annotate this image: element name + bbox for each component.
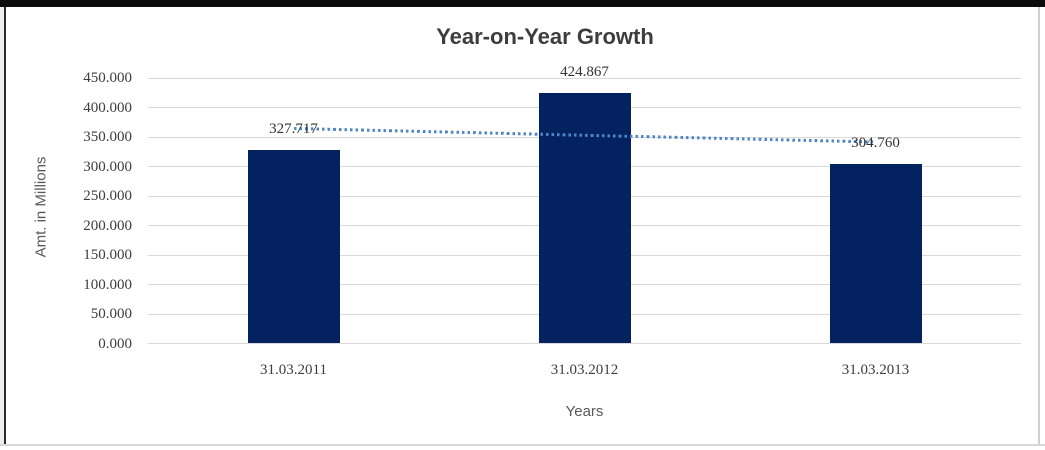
y-tick-label: 100.000 bbox=[83, 276, 132, 293]
bottom-border bbox=[0, 444, 1045, 446]
right-border bbox=[1038, 7, 1040, 445]
x-category-label: 31.03.2013 bbox=[841, 362, 910, 378]
x-axis-title: Years bbox=[565, 403, 604, 420]
bar-value-label: 327.717 bbox=[269, 121, 318, 138]
y-tick-label: 400.000 bbox=[83, 99, 132, 116]
y-tick-label: 250.000 bbox=[83, 188, 132, 204]
left-border bbox=[4, 7, 6, 445]
bar-value-label: 304.760 bbox=[851, 134, 900, 151]
top-border bbox=[0, 0, 1045, 7]
y-tick-label: 0.000 bbox=[98, 335, 132, 352]
y-tick-label: 300.000 bbox=[83, 158, 132, 175]
y-tick-label: 150.000 bbox=[83, 247, 132, 263]
y-tick-label: 200.000 bbox=[83, 217, 132, 234]
bar bbox=[247, 150, 340, 344]
bar-value-label: 424.867 bbox=[560, 63, 609, 80]
gridline bbox=[148, 343, 1021, 344]
y-tick-label: 50.000 bbox=[90, 306, 132, 322]
chart-title: Year-on-Year Growth bbox=[436, 24, 654, 49]
bar bbox=[829, 163, 922, 344]
bar bbox=[538, 92, 631, 344]
x-category-label: 31.03.2011 bbox=[260, 362, 327, 378]
gridline bbox=[148, 77, 1021, 79]
x-category-label: 31.03.2012 bbox=[550, 362, 619, 378]
y-tick-label: 350.000 bbox=[83, 129, 132, 145]
y-tick-label: 450.000 bbox=[83, 70, 132, 86]
left-edge-strip bbox=[0, 7, 4, 445]
